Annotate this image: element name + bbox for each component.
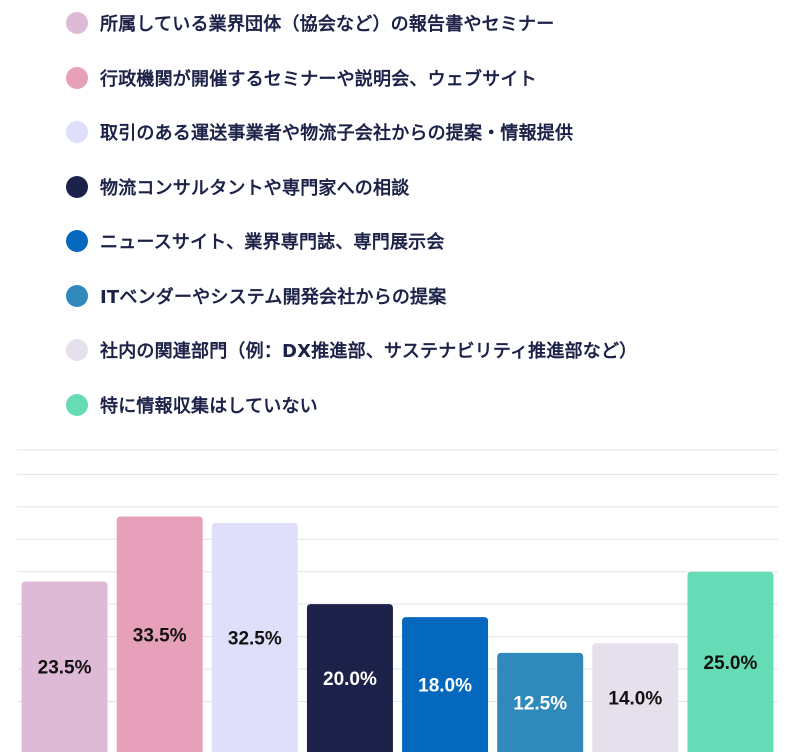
bar: [402, 617, 489, 752]
legend-swatch: [66, 284, 88, 307]
bar: [592, 643, 679, 752]
bar: [497, 652, 584, 752]
legend-item: ニュースサイト、業界専門誌、専門展示会: [66, 224, 445, 258]
bar-value-label: 18.0%: [418, 676, 472, 697]
bar-chart: 23.5% 33.5% 32.5% 20.0% 18.0% 12.5% 14.0% 25.0%: [17, 449, 778, 752]
bar: [116, 516, 203, 752]
bar-value-label: 32.5%: [228, 629, 282, 650]
bar-value-label: 12.5%: [513, 693, 567, 714]
legend-swatch: [66, 175, 88, 198]
legend-label: 行政機関が開催するセミナーや説明会、ウェブサイト: [100, 68, 537, 90]
bar-value-label: 23.5%: [38, 658, 92, 679]
legend-swatch: [66, 12, 88, 34]
legend-swatch: [66, 230, 88, 252]
legend-label: 取引のある運送事業者や物流子会社からの提案・情報提供: [100, 123, 574, 144]
bar-value-label: 25.0%: [704, 653, 758, 674]
bar: [306, 604, 393, 752]
legend-item: 行政機関が開催するセミナーや説明会、ウェブサイト: [66, 61, 537, 95]
legend-item: ITベンダーやシステム開発会社からの提案: [66, 279, 446, 313]
bar-value-label: 33.5%: [133, 625, 187, 646]
legend-label: 物流コンサルタントや専門家への相談: [100, 177, 410, 199]
bar-value-label: 14.0%: [608, 689, 662, 710]
legend-swatch: [66, 121, 88, 143]
legend-label: 特に情報収集はしていない: [100, 395, 318, 417]
legend-item: 特に情報収集はしていない: [66, 388, 318, 422]
legend-swatch: [66, 339, 88, 361]
chart-legend: 所属している業界団体（協会など）の報告書やセミナー 行政機関が開催するセミナーや説…: [66, 6, 786, 438]
legend-item: 所属している業界団体（協会など）の報告書やセミナー: [66, 6, 554, 40]
legend-item: 取引のある運送事業者や物流子会社からの提案・情報提供: [66, 115, 573, 149]
legend-label: 社内の関連部門（例：DX推進部、サステナビリティ推進部など）: [100, 341, 638, 362]
legend-label: ニュースサイト、業界専門誌、専門展示会: [100, 232, 445, 253]
legend-swatch: [66, 393, 88, 416]
bar-value-label: 20.0%: [323, 669, 377, 690]
legend-label: 所属している業界団体（協会など）の報告書やセミナー: [100, 14, 555, 35]
bar: [21, 581, 108, 752]
legend-item: 物流コンサルタントや専門家への相談: [66, 170, 409, 204]
bar: [211, 523, 298, 752]
legend-item: 社内の関連部門（例：DX推進部、サステナビリティ推進部など）: [66, 333, 637, 367]
legend-label: ITベンダーやシステム開発会社からの提案: [100, 286, 447, 308]
legend-swatch: [66, 66, 88, 89]
bar: [687, 571, 774, 752]
